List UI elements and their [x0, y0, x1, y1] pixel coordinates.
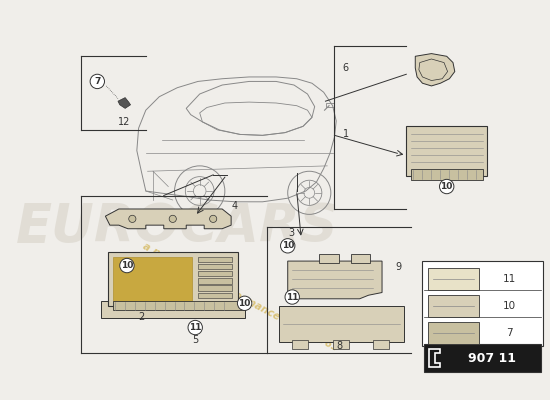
FancyBboxPatch shape: [113, 256, 191, 302]
FancyBboxPatch shape: [411, 170, 483, 180]
FancyBboxPatch shape: [198, 264, 232, 269]
Text: a passion for performance since 1963: a passion for performance since 1963: [141, 241, 340, 353]
Text: 11: 11: [189, 323, 201, 332]
FancyBboxPatch shape: [406, 126, 487, 176]
Circle shape: [280, 239, 295, 253]
Circle shape: [120, 258, 134, 273]
Text: 1: 1: [343, 128, 349, 138]
Text: 10: 10: [121, 261, 133, 270]
Text: 10: 10: [238, 299, 251, 308]
Circle shape: [90, 74, 104, 89]
Circle shape: [285, 290, 299, 304]
Text: 9: 9: [395, 262, 402, 272]
Text: 7: 7: [94, 77, 101, 86]
FancyBboxPatch shape: [373, 340, 389, 349]
FancyBboxPatch shape: [292, 340, 309, 349]
FancyBboxPatch shape: [428, 322, 479, 344]
FancyBboxPatch shape: [198, 292, 232, 298]
FancyBboxPatch shape: [319, 254, 339, 263]
Circle shape: [210, 215, 217, 222]
FancyBboxPatch shape: [279, 306, 404, 342]
FancyBboxPatch shape: [350, 254, 370, 263]
Text: 3: 3: [289, 228, 295, 238]
Text: 5: 5: [192, 335, 199, 345]
Circle shape: [129, 215, 136, 222]
Text: 10: 10: [503, 301, 516, 311]
Text: 4: 4: [232, 201, 238, 211]
FancyBboxPatch shape: [424, 344, 541, 372]
FancyBboxPatch shape: [422, 261, 543, 346]
FancyBboxPatch shape: [333, 340, 349, 349]
Text: 8: 8: [337, 342, 343, 352]
FancyBboxPatch shape: [428, 295, 479, 317]
FancyBboxPatch shape: [198, 256, 232, 262]
Text: 6: 6: [343, 63, 349, 73]
Polygon shape: [118, 98, 130, 108]
Circle shape: [169, 215, 177, 222]
FancyBboxPatch shape: [108, 252, 238, 306]
Circle shape: [439, 179, 454, 194]
Text: 907 11: 907 11: [468, 352, 515, 364]
FancyBboxPatch shape: [113, 302, 243, 310]
FancyBboxPatch shape: [198, 285, 232, 291]
Text: 7: 7: [506, 328, 513, 338]
Text: 11: 11: [503, 274, 516, 284]
Text: 11: 11: [286, 292, 299, 302]
Text: 10: 10: [282, 241, 294, 250]
FancyBboxPatch shape: [428, 268, 479, 290]
FancyBboxPatch shape: [101, 302, 245, 318]
Text: 2: 2: [138, 312, 145, 322]
Polygon shape: [288, 261, 382, 299]
FancyBboxPatch shape: [198, 271, 232, 276]
Polygon shape: [106, 209, 231, 229]
FancyBboxPatch shape: [198, 278, 232, 284]
Text: EUROCARS: EUROCARS: [16, 201, 339, 253]
Circle shape: [188, 320, 202, 335]
Polygon shape: [415, 54, 455, 86]
Text: 10: 10: [441, 182, 453, 191]
Circle shape: [238, 296, 252, 310]
Text: 12: 12: [118, 117, 130, 127]
